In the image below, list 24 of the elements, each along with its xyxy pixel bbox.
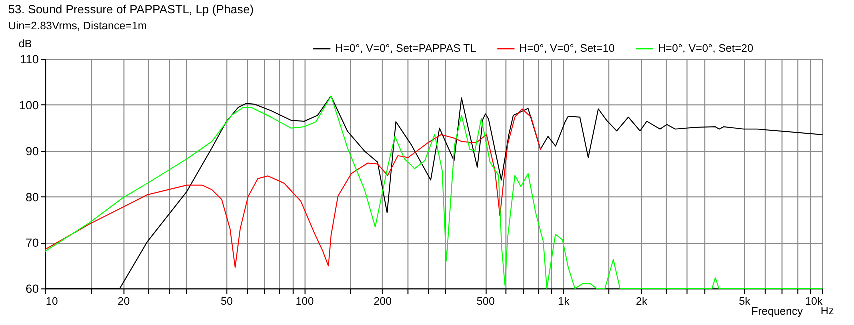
legend-label: H=0°, V=0°, Set=20: [658, 42, 754, 55]
x-tick-label: 200: [374, 296, 392, 308]
x-tick-label: 10k: [805, 296, 824, 308]
legend-label: H=0°, V=0°, Set=PAPPAS TL: [335, 42, 476, 55]
y-tick-label: 90: [26, 144, 40, 158]
x-tick-label: 100: [296, 296, 314, 308]
y-tick-label: 70: [26, 236, 40, 250]
x-tick-label: 50: [220, 296, 234, 308]
x-axis-title: Frequency: [752, 306, 804, 318]
y-tick-label: 110: [20, 52, 40, 67]
x-tick-label: 10: [46, 296, 58, 308]
x-tick-label: 20: [118, 296, 130, 308]
chart-title: 53. Sound Pressure of PAPPASTL, Lp (Phase): [8, 2, 254, 17]
x-tick-label: 500: [476, 296, 496, 308]
legend-label: H=0°, V=0°, Set=10: [520, 42, 615, 55]
text: Hz: [820, 305, 834, 318]
x-tick-label: 5k: [739, 296, 752, 308]
y-tick-label: 60: [26, 282, 40, 296]
y-tick-label: 100: [19, 98, 40, 112]
x-tick-label: 2k: [636, 296, 648, 308]
x-tick-label: 1k: [558, 296, 570, 308]
y-tick-label: 80: [26, 190, 40, 204]
y-axis-title: dB: [18, 38, 32, 51]
chart-subtitle: Uin=2.83Vrms, Distance=1m: [8, 20, 148, 32]
